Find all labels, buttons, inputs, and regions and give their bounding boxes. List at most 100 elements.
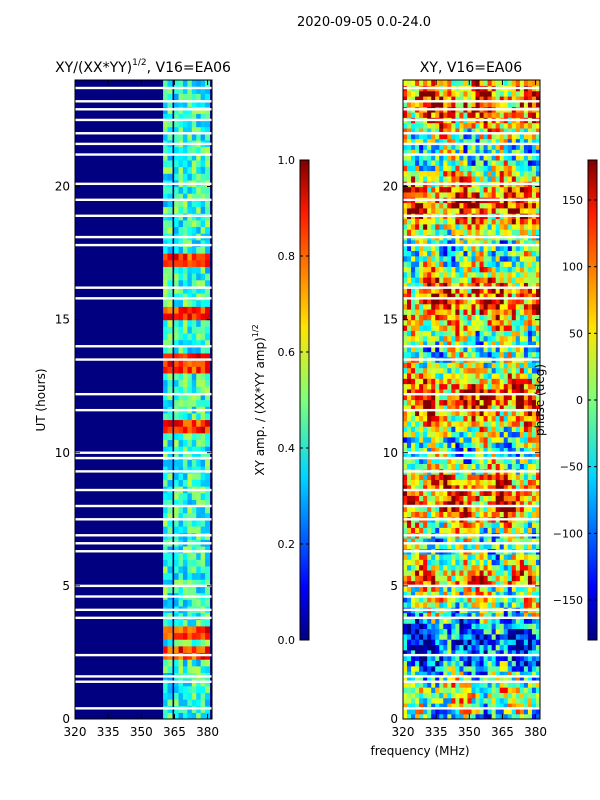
heatmap-cell <box>174 379 180 387</box>
heatmap-cell <box>431 335 436 342</box>
heatmap-cell <box>439 569 444 576</box>
heatmap-cell <box>511 585 517 592</box>
flagged-gap-row <box>75 518 212 521</box>
heatmap-cell <box>535 649 540 656</box>
heatmap-cell <box>467 165 473 172</box>
heatmap-cell <box>483 399 489 406</box>
heatmap-cell <box>205 579 211 587</box>
heatmap-cell <box>427 239 432 246</box>
heatmap-cell <box>471 671 477 677</box>
heatmap-cell <box>423 319 428 326</box>
heatmap-cell <box>491 447 497 454</box>
heatmap-cell <box>487 575 493 582</box>
y-tick-label: 10 <box>55 446 70 460</box>
heatmap-cell <box>439 282 444 289</box>
heatmap-cell <box>491 175 497 182</box>
heatmap-cell <box>443 111 448 118</box>
heatmap-cell <box>503 335 509 342</box>
heatmap-cell <box>443 623 448 630</box>
heatmap-cell <box>491 697 497 704</box>
heatmap-cell <box>495 495 501 502</box>
heatmap-cell <box>439 250 444 257</box>
heatmap-cell <box>487 436 493 443</box>
heatmap-cell <box>467 431 473 438</box>
heatmap-cell <box>511 431 517 438</box>
heatmap-cell <box>495 170 501 177</box>
heatmap-cell <box>439 239 444 246</box>
heatmap-cell <box>439 585 444 592</box>
heatmap-cell <box>483 111 489 118</box>
heatmap-cell <box>439 383 444 390</box>
heatmap-cell <box>407 191 412 198</box>
heatmap-cell <box>174 552 180 560</box>
heatmap-cell <box>487 351 493 358</box>
heatmap-cell <box>182 392 188 401</box>
heatmap-cell <box>519 165 525 172</box>
heatmap-cell <box>178 506 184 514</box>
heatmap-cell <box>191 153 197 161</box>
heatmap-cell <box>535 436 540 443</box>
heatmap-cell <box>403 303 408 310</box>
heatmap-cell <box>447 426 452 433</box>
heatmap-cell <box>459 537 465 544</box>
heatmap-cell <box>515 660 521 667</box>
heatmap-cell <box>511 277 517 283</box>
heatmap-cell <box>423 271 428 278</box>
heatmap-cell <box>487 655 493 662</box>
heatmap-cell <box>431 628 436 635</box>
heatmap-cell <box>443 506 448 512</box>
heatmap-cell <box>415 484 420 491</box>
heatmap-cell <box>459 245 465 251</box>
heatmap-cell <box>174 506 180 514</box>
heatmap-cell <box>411 601 416 608</box>
heatmap-cell <box>535 495 540 502</box>
heatmap-cell <box>459 287 465 294</box>
heatmap-cell <box>499 293 505 299</box>
heatmap-cell <box>191 619 197 627</box>
heatmap-cell <box>423 490 428 496</box>
heatmap-cell <box>515 436 521 443</box>
heatmap-cell <box>471 495 477 502</box>
heatmap-cell <box>523 287 529 294</box>
heatmap-cell <box>443 282 448 289</box>
heatmap-cell <box>200 286 206 294</box>
heatmap-cell <box>447 159 452 166</box>
heatmap-cell <box>435 527 440 534</box>
heatmap-cell <box>531 261 537 267</box>
heatmap-cell <box>479 559 485 566</box>
heatmap-cell <box>459 617 465 624</box>
heatmap-cell <box>463 703 469 709</box>
heatmap-cell <box>427 223 432 230</box>
heatmap-cell <box>407 324 412 331</box>
heatmap-cell <box>427 330 432 337</box>
heatmap-cell <box>519 298 525 305</box>
heatmap-cell <box>511 165 517 172</box>
heatmap-cell <box>196 612 202 620</box>
heatmap-cell <box>427 447 432 454</box>
heatmap-cell <box>463 410 469 417</box>
heatmap-cell <box>467 559 473 566</box>
heatmap-cell <box>187 479 193 487</box>
heatmap-cell <box>491 665 497 672</box>
heatmap-cell <box>178 166 184 174</box>
heatmap-cell <box>495 575 501 582</box>
heatmap-cell <box>431 426 436 433</box>
heatmap-cell <box>451 154 456 161</box>
heatmap-cell <box>451 255 456 262</box>
heatmap-cell <box>491 271 497 278</box>
heatmap-cell <box>463 681 469 688</box>
heatmap-cell <box>491 250 497 257</box>
heatmap-cell <box>182 159 188 168</box>
heatmap-cell <box>187 326 193 334</box>
heatmap-cell <box>523 458 529 464</box>
heatmap-cell <box>527 575 533 582</box>
flagged-gap-row <box>75 595 212 598</box>
heatmap-cell <box>423 154 428 161</box>
heatmap-cell <box>447 458 452 464</box>
heatmap-cell <box>523 261 529 267</box>
heatmap-cell <box>463 665 469 672</box>
heatmap-cell <box>503 569 509 576</box>
heatmap-cell <box>187 352 193 361</box>
heatmap-cell <box>439 623 444 630</box>
